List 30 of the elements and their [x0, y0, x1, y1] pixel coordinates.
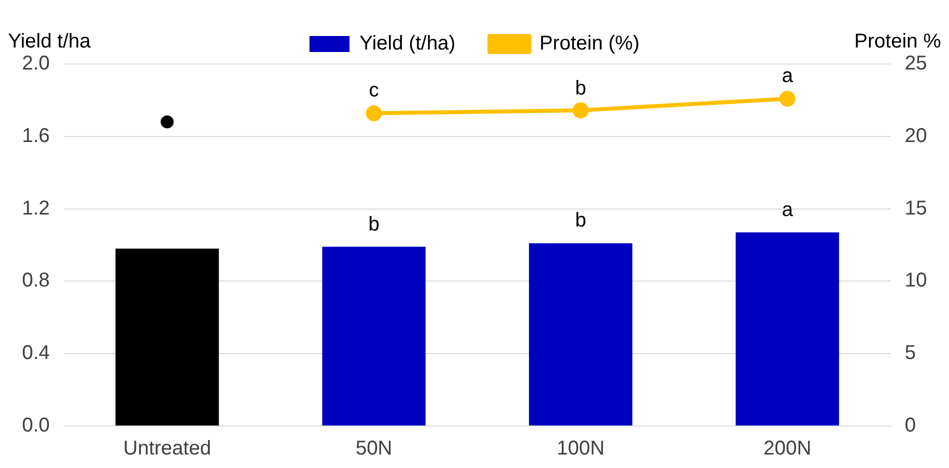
y2-axis-title: Protein %	[854, 30, 942, 53]
y-tick-label: 0.4	[22, 342, 50, 364]
annotation: b	[575, 210, 586, 232]
annotation: b	[575, 78, 586, 100]
legend-label: Protein (%)	[539, 32, 640, 55]
x-tick-label: Untreated	[123, 438, 212, 460]
point	[779, 90, 796, 107]
x-tick-label: 100N	[556, 438, 605, 460]
y-tick-label: 0.0	[22, 414, 50, 437]
x-tick-label: 50N	[356, 438, 392, 460]
y-tick-label: 0.8	[22, 270, 50, 292]
y-tick-label: 1.6	[22, 124, 50, 147]
legend-label: Yield (t/ha)	[360, 32, 456, 55]
y-axis-title: Yield t/ha	[8, 30, 92, 53]
y2-tick-label: 25	[904, 52, 928, 75]
point	[366, 105, 382, 122]
y2-tick-label: 15	[904, 197, 928, 220]
y-tick-label: 1.2	[22, 197, 50, 220]
y2-tick-label: 0	[904, 414, 916, 437]
y2-tick-label: 5	[904, 342, 916, 364]
annotation: c	[368, 79, 379, 102]
annotation: a	[782, 64, 794, 87]
x-tick-label: 200N	[763, 438, 812, 460]
y-tick-label: 2.0	[22, 52, 50, 75]
y2-tick-label: 10	[904, 270, 928, 292]
annotation: b	[368, 213, 380, 236]
point	[160, 115, 174, 128]
y2-tick-label: 20	[904, 124, 928, 147]
point	[572, 102, 589, 118]
annotation: a	[782, 198, 794, 221]
